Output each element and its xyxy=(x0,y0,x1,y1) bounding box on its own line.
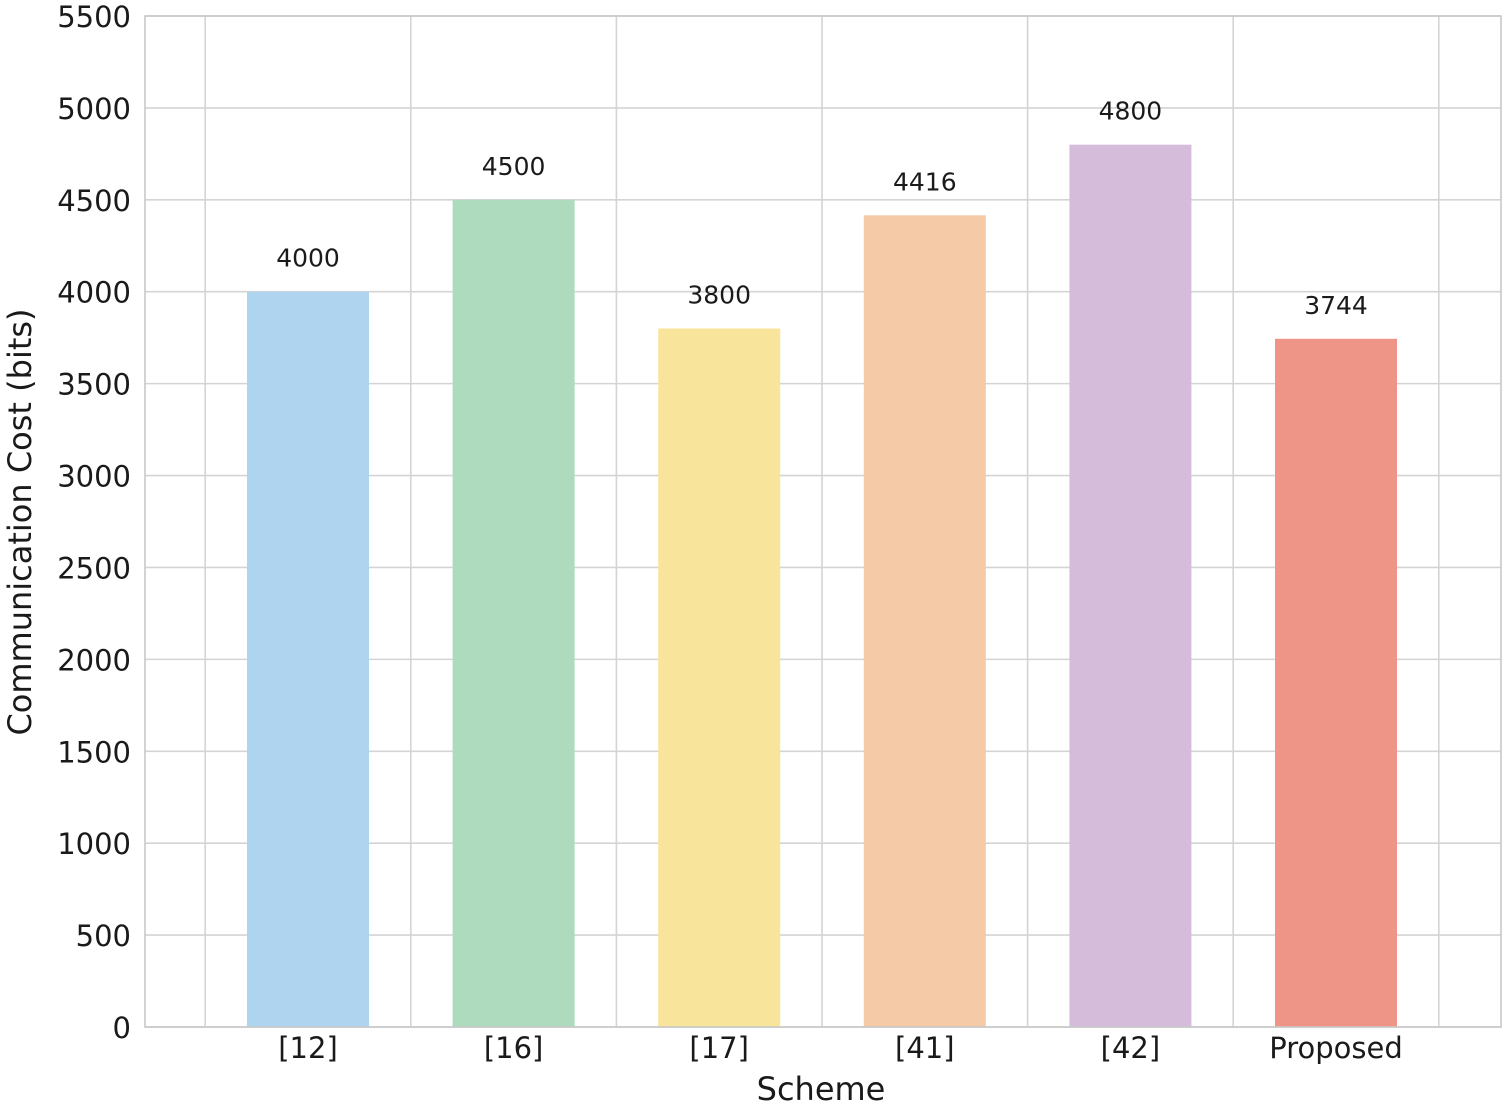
y-tick-label: 3500 xyxy=(57,368,131,402)
bar xyxy=(247,291,369,1027)
bar xyxy=(863,215,986,1027)
y-tick-label: 0 xyxy=(113,1011,131,1045)
y-axis-ticks: 0 500 1000 1500 2000 2500 3000 3500 4000 4500 5000… xyxy=(57,0,131,1045)
y-tick-label: 5000 xyxy=(57,92,131,126)
bar-value-label: 4800 xyxy=(1099,97,1163,126)
y-tick-label: 4500 xyxy=(57,184,131,218)
y-tick-label: 2500 xyxy=(57,551,131,585)
x-axis-ticks: [12] [16] [17] [41] [42] Proposed xyxy=(278,1031,1403,1065)
bar-value-label: 4000 xyxy=(276,244,340,273)
y-tick-label: 4000 xyxy=(57,276,131,310)
bar-value-label: 3744 xyxy=(1304,291,1368,320)
bar xyxy=(1069,144,1192,1027)
y-tick-label: 1000 xyxy=(57,827,131,861)
x-tick-label: [42] xyxy=(1101,1031,1161,1065)
x-tick-label: [12] xyxy=(278,1031,338,1065)
x-tick-label: [41] xyxy=(895,1031,955,1065)
y-tick-label: 2000 xyxy=(57,643,131,677)
y-axis-label: Communication Cost (bits) xyxy=(1,308,39,735)
bar xyxy=(658,328,781,1027)
bar xyxy=(452,199,575,1027)
bar-value-labels: 4000 4500 3800 4416 4800 3744 xyxy=(276,97,1368,320)
y-tick-label: 1500 xyxy=(57,735,131,769)
y-tick-label: 500 xyxy=(76,919,131,953)
bar-value-label: 4500 xyxy=(482,152,546,181)
bar-value-label: 3800 xyxy=(687,280,751,309)
x-tick-label: [17] xyxy=(689,1031,749,1065)
x-tick-label: [16] xyxy=(484,1031,544,1065)
bar-value-label: 4416 xyxy=(893,167,957,196)
plot-frame xyxy=(144,15,1502,1028)
bars xyxy=(247,144,1397,1027)
x-tick-label: Proposed xyxy=(1269,1031,1403,1065)
x-axis-label: Scheme xyxy=(757,1070,886,1106)
y-tick-label: 3000 xyxy=(57,460,131,494)
y-tick-label: 5500 xyxy=(57,0,131,34)
bar xyxy=(1275,338,1397,1027)
